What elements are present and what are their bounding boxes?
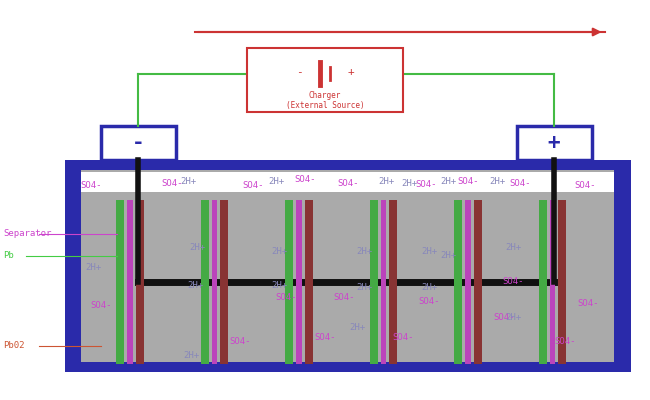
Bar: [65, 160, 630, 372]
Text: 2H+: 2H+: [441, 252, 456, 260]
Text: +: +: [548, 133, 560, 153]
Bar: [285, 200, 293, 364]
Text: SO4-: SO4-: [392, 334, 414, 342]
Text: SO4-: SO4-: [554, 338, 577, 346]
Text: SO4-: SO4-: [502, 278, 525, 286]
Text: SO4-: SO4-: [418, 298, 440, 306]
Text: 2H+: 2H+: [187, 282, 203, 290]
Text: SO4-: SO4-: [229, 338, 252, 346]
Bar: [81, 172, 614, 192]
Text: Charger
(External Source): Charger (External Source): [286, 91, 364, 110]
Text: SO4-: SO4-: [333, 294, 356, 302]
Text: -: -: [296, 67, 302, 77]
Bar: [296, 200, 302, 364]
Bar: [454, 200, 463, 364]
Text: SO4-: SO4-: [574, 182, 596, 190]
Text: SO4-: SO4-: [242, 182, 265, 190]
Text: SO4-: SO4-: [314, 334, 336, 342]
Bar: [304, 200, 313, 364]
Bar: [473, 200, 482, 364]
Text: 2H+: 2H+: [181, 178, 196, 186]
Text: 2H+: 2H+: [268, 178, 284, 186]
Bar: [381, 200, 386, 364]
Text: 2H+: 2H+: [272, 282, 287, 290]
Bar: [369, 200, 378, 364]
Text: 2H+: 2H+: [85, 264, 101, 272]
Text: -: -: [132, 133, 144, 153]
Text: +: +: [348, 67, 354, 77]
Text: 2H+: 2H+: [379, 178, 395, 186]
Text: Pb02: Pb02: [3, 342, 25, 350]
Text: SO4-: SO4-: [80, 182, 102, 190]
Text: Separator: Separator: [3, 230, 51, 238]
Text: SO4-: SO4-: [509, 180, 531, 188]
Bar: [517, 126, 592, 160]
Text: 2H+: 2H+: [441, 178, 456, 186]
Text: SO4-: SO4-: [337, 180, 359, 188]
Bar: [389, 200, 398, 364]
Text: 2H+: 2H+: [506, 244, 521, 252]
Bar: [101, 126, 176, 160]
Bar: [212, 200, 217, 364]
Text: H2SO4 + H20: H2SO4 + H20: [302, 97, 394, 111]
Bar: [538, 200, 547, 364]
Text: 2H+: 2H+: [489, 178, 505, 186]
Text: 2H+: 2H+: [356, 284, 372, 292]
Bar: [136, 200, 144, 364]
Text: SO4-: SO4-: [90, 302, 112, 310]
Bar: [127, 200, 133, 364]
Text: SO4-: SO4-: [493, 314, 515, 322]
Text: SO4-: SO4-: [275, 294, 297, 302]
Text: SO4-: SO4-: [457, 178, 479, 186]
Text: 2H+: 2H+: [506, 314, 521, 322]
Text: 2H+: 2H+: [421, 284, 437, 292]
Bar: [81, 170, 614, 362]
Bar: [220, 200, 229, 364]
Text: SO4-: SO4-: [577, 300, 599, 308]
Text: 2H+: 2H+: [350, 324, 365, 332]
Text: 2H+: 2H+: [272, 248, 287, 256]
Bar: [550, 200, 555, 364]
Text: 2H+: 2H+: [421, 248, 437, 256]
Bar: [558, 200, 567, 364]
Bar: [247, 48, 403, 112]
Bar: [200, 200, 209, 364]
Text: Pb: Pb: [3, 252, 14, 260]
Bar: [116, 200, 125, 364]
Bar: [465, 200, 471, 364]
Text: SO4-: SO4-: [294, 176, 317, 184]
Text: 2H+: 2H+: [402, 180, 417, 188]
Text: Flow Of Current: Flow Of Current: [250, 47, 400, 65]
Text: 2H+: 2H+: [184, 352, 200, 360]
Text: 2H+: 2H+: [356, 248, 372, 256]
Text: SO4-: SO4-: [415, 180, 437, 189]
Text: SO4-: SO4-: [161, 180, 183, 188]
Text: 2H+: 2H+: [189, 244, 205, 252]
